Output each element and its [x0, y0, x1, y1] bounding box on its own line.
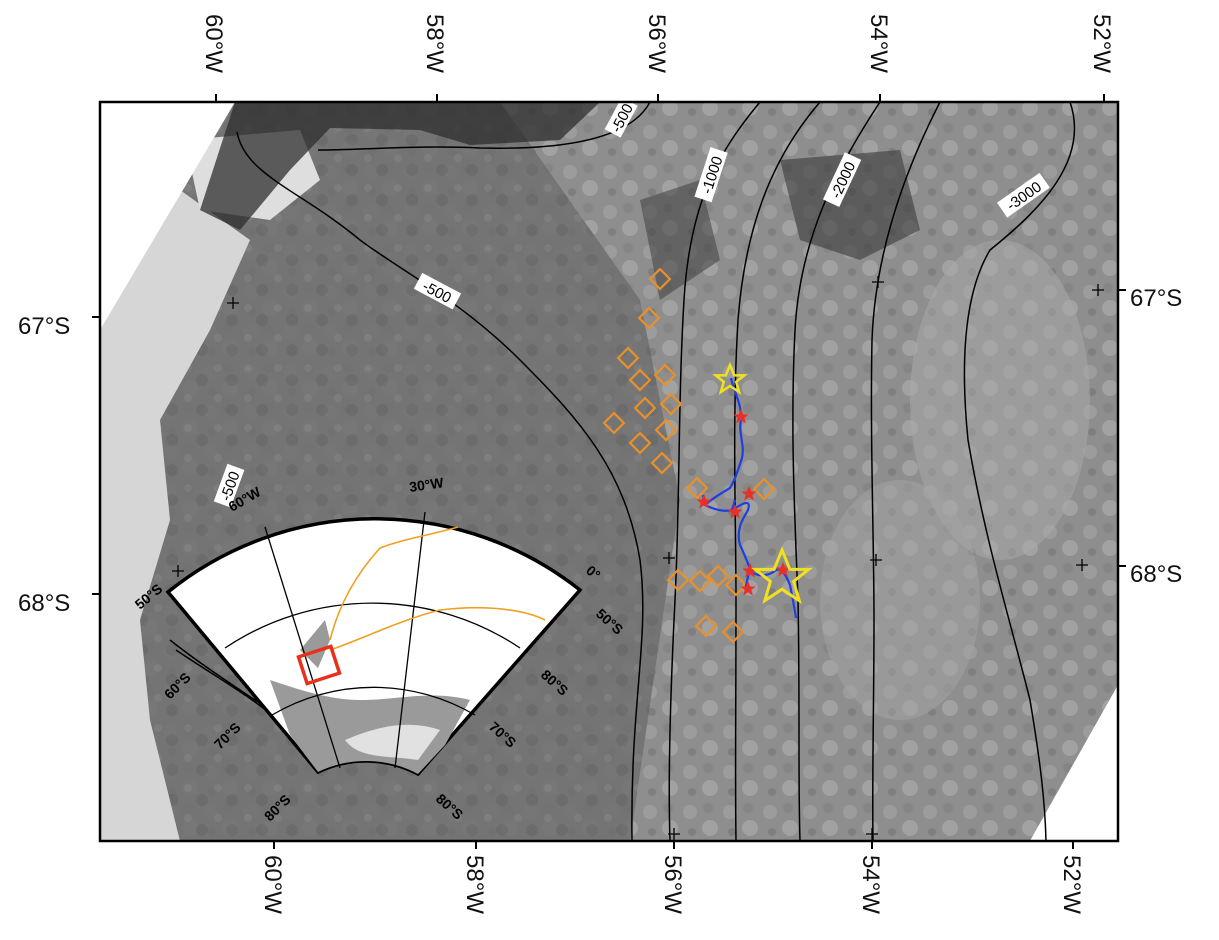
bottom-axis-label: 60°W — [259, 855, 286, 914]
contour-500-west — [236, 131, 644, 841]
station-star — [696, 494, 712, 509]
right-axis-label: 67°S — [1130, 285, 1182, 312]
inset-parallel — [271, 686, 476, 716]
diamond-marker — [616, 346, 640, 370]
diamond-marker — [721, 620, 745, 644]
left-axis-label: 68°S — [18, 590, 70, 617]
top-axis-label: 52°W — [1088, 14, 1115, 73]
inset-track — [329, 606, 546, 651]
contour-3000 — [963, 102, 1076, 841]
left-axis-label: 67°S — [18, 313, 70, 340]
station-star — [775, 562, 791, 577]
map-frame — [98, 100, 1120, 843]
diamond-marker — [637, 306, 661, 330]
graticule-crosses — [172, 276, 1104, 840]
inset-meridian — [264, 526, 341, 769]
bottom-axis-label: 54°W — [857, 855, 884, 914]
contour-1500 — [733, 102, 821, 841]
station-star — [733, 409, 749, 424]
bottom-axis-label: 52°W — [1058, 855, 1085, 914]
bottom-axis: 60°W 58°W 56°W 54°W 52°W — [259, 855, 1085, 914]
top-axis-label: 54°W — [865, 14, 892, 73]
contour-2000 — [792, 102, 881, 841]
inset-sector — [165, 517, 583, 777]
right-axis: 67°S 68°S — [1130, 285, 1182, 588]
station-star — [741, 486, 757, 501]
diamond-marker — [602, 411, 626, 435]
bottom-axis-label: 58°W — [461, 855, 488, 914]
inset-label-30w: 30°W — [408, 474, 445, 495]
deployment-star-small — [712, 361, 748, 396]
inset-parallel — [224, 602, 521, 649]
station-star — [742, 563, 758, 578]
bottom-axis-label: 56°W — [659, 855, 686, 914]
contour-2500 — [870, 102, 941, 841]
diamond-marker — [685, 476, 709, 500]
diamond-marker — [724, 573, 748, 597]
station-star — [727, 504, 743, 519]
top-axis: 60°W 58°W 56°W 54°W 52°W — [200, 14, 1115, 73]
diamond-markers — [602, 267, 776, 644]
inset-track — [329, 526, 459, 641]
top-axis-label: 56°W — [643, 14, 670, 73]
satellite-imagery — [100, 102, 1118, 841]
station-markers — [696, 409, 791, 596]
inset-meridian — [394, 511, 426, 769]
top-axis-label: 60°W — [200, 14, 227, 73]
diamond-marker — [694, 614, 718, 638]
diamond-marker — [633, 396, 657, 420]
diamond-marker — [648, 267, 672, 291]
frame-ticks — [92, 94, 1126, 849]
left-axis: 67°S 68°S — [18, 313, 70, 617]
diamond-marker — [653, 363, 677, 387]
diamond-marker — [688, 569, 712, 593]
diamond-marker — [654, 418, 678, 442]
diamond-marker — [628, 368, 652, 392]
bathymetry-contours — [169, 102, 1076, 841]
right-axis-label: 68°S — [1130, 561, 1182, 588]
diamond-marker — [650, 451, 674, 475]
diamond-marker — [628, 431, 652, 455]
diamond-marker — [752, 477, 776, 501]
diamond-marker — [666, 568, 690, 592]
diamond-marker — [659, 392, 683, 416]
recovery-star-large — [751, 546, 813, 605]
diamond-marker — [706, 564, 730, 588]
top-axis-label: 58°W — [421, 14, 448, 73]
station-star — [740, 581, 756, 596]
study-area-box — [296, 644, 342, 686]
ice-shelf — [100, 190, 250, 841]
